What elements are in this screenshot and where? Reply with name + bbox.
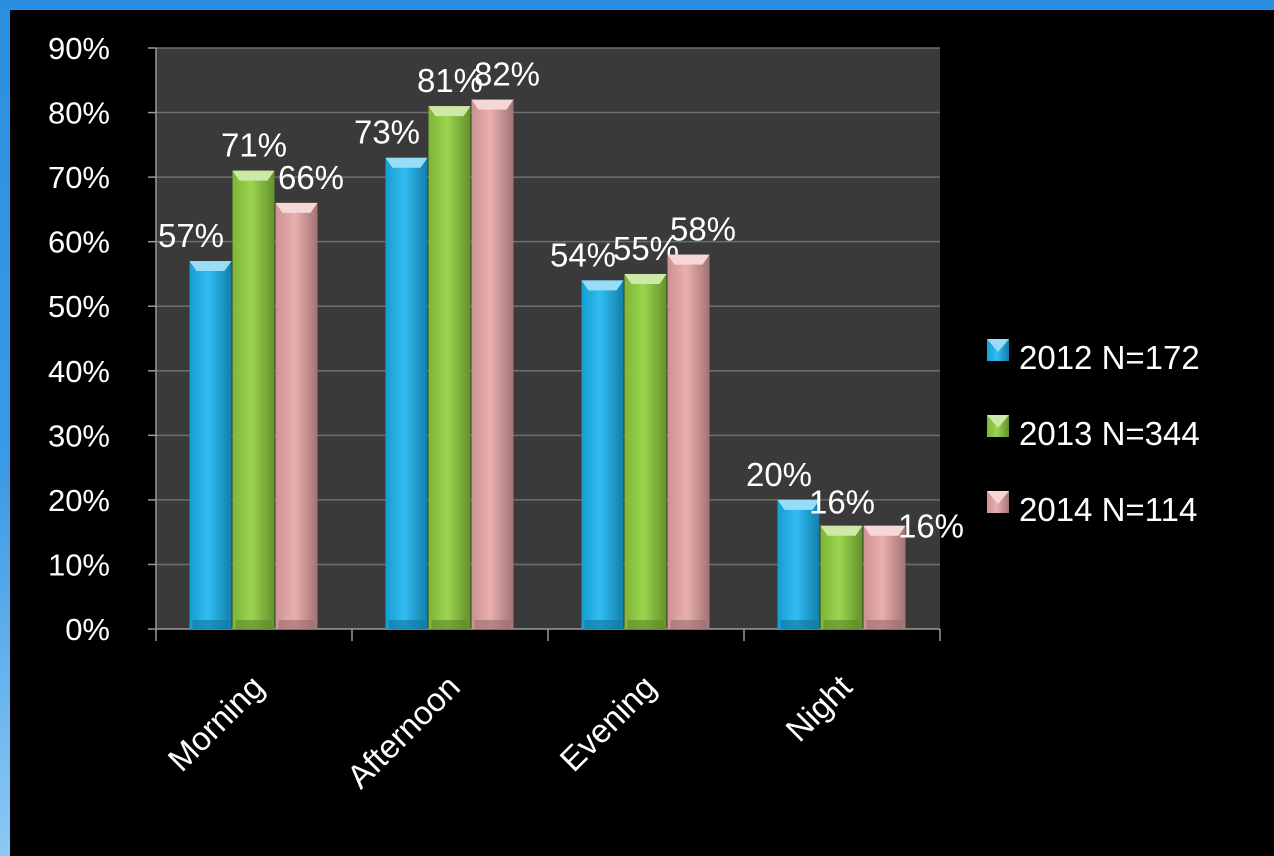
bar [624,273,667,629]
bar-top-bevel [624,273,667,284]
x-category-label: Evening [552,668,662,778]
bar-bottom-bevel [584,620,621,629]
y-tick-label: 70% [48,160,110,195]
bar [581,280,624,629]
y-tick-label: 90% [48,31,110,66]
bar [189,261,232,629]
bar-top-bevel [471,99,514,110]
bar-top-bevel [189,261,232,272]
bar-top-bevel [667,254,710,265]
x-category-label: Night [778,668,859,749]
legend-label: 2012 N=172 [1019,339,1200,376]
bar [471,99,514,629]
y-tick-label: 30% [48,418,110,453]
legend-swatch-bevel [987,339,1009,352]
bar-bottom-bevel [866,620,903,629]
bar [863,525,906,629]
data-label: 57% [158,217,224,254]
x-category-label: Afternoon [340,668,467,795]
y-tick-label: 60% [48,225,110,260]
bar-top-bevel [385,157,428,168]
bar [428,106,471,630]
bar [275,202,318,629]
bar-top-bevel [275,202,318,213]
y-tick-label: 50% [48,289,110,324]
bar-top-bevel [777,499,820,510]
bar-bottom-bevel [474,620,511,629]
bar-bottom-bevel [670,620,707,629]
bar-bottom-bevel [235,620,272,629]
data-label: 20% [746,456,812,493]
legend-label: 2014 N=114 [1019,491,1197,528]
legend-swatch-bevel [987,415,1009,428]
data-label: 66% [278,159,344,196]
bar [232,170,275,629]
bar-bottom-bevel [192,620,229,629]
data-label: 81% [417,62,483,99]
data-label: 82% [474,56,540,93]
bar-bottom-bevel [627,620,664,629]
y-tick-label: 10% [48,547,110,582]
bar-bottom-bevel [278,620,315,629]
data-label: 58% [670,211,736,248]
bar-bottom-bevel [780,620,817,629]
data-label: 73% [354,114,420,151]
data-label: 71% [221,127,287,164]
y-tick-label: 40% [48,354,110,389]
bar-top-bevel [820,525,863,536]
legend-swatch-bevel [987,491,1009,504]
y-tick-label: 80% [48,96,110,131]
data-label: 16% [898,508,964,545]
bar [667,254,710,630]
bar-top-bevel [232,170,275,181]
bar [777,499,820,629]
x-category-label: Morning [160,668,270,778]
bar-bottom-bevel [388,620,425,629]
legend-label: 2013 N=344 [1019,415,1200,452]
y-tick-label: 0% [65,612,110,647]
bar-bottom-bevel [823,620,860,629]
data-label: 16% [809,484,875,521]
bar-top-bevel [428,106,471,117]
data-label: 54% [550,236,616,273]
bar-bottom-bevel [431,620,468,629]
y-tick-label: 20% [48,483,110,518]
bar [385,157,428,629]
bar-top-bevel [863,525,906,536]
bar-top-bevel [581,280,624,291]
bar [820,525,863,629]
